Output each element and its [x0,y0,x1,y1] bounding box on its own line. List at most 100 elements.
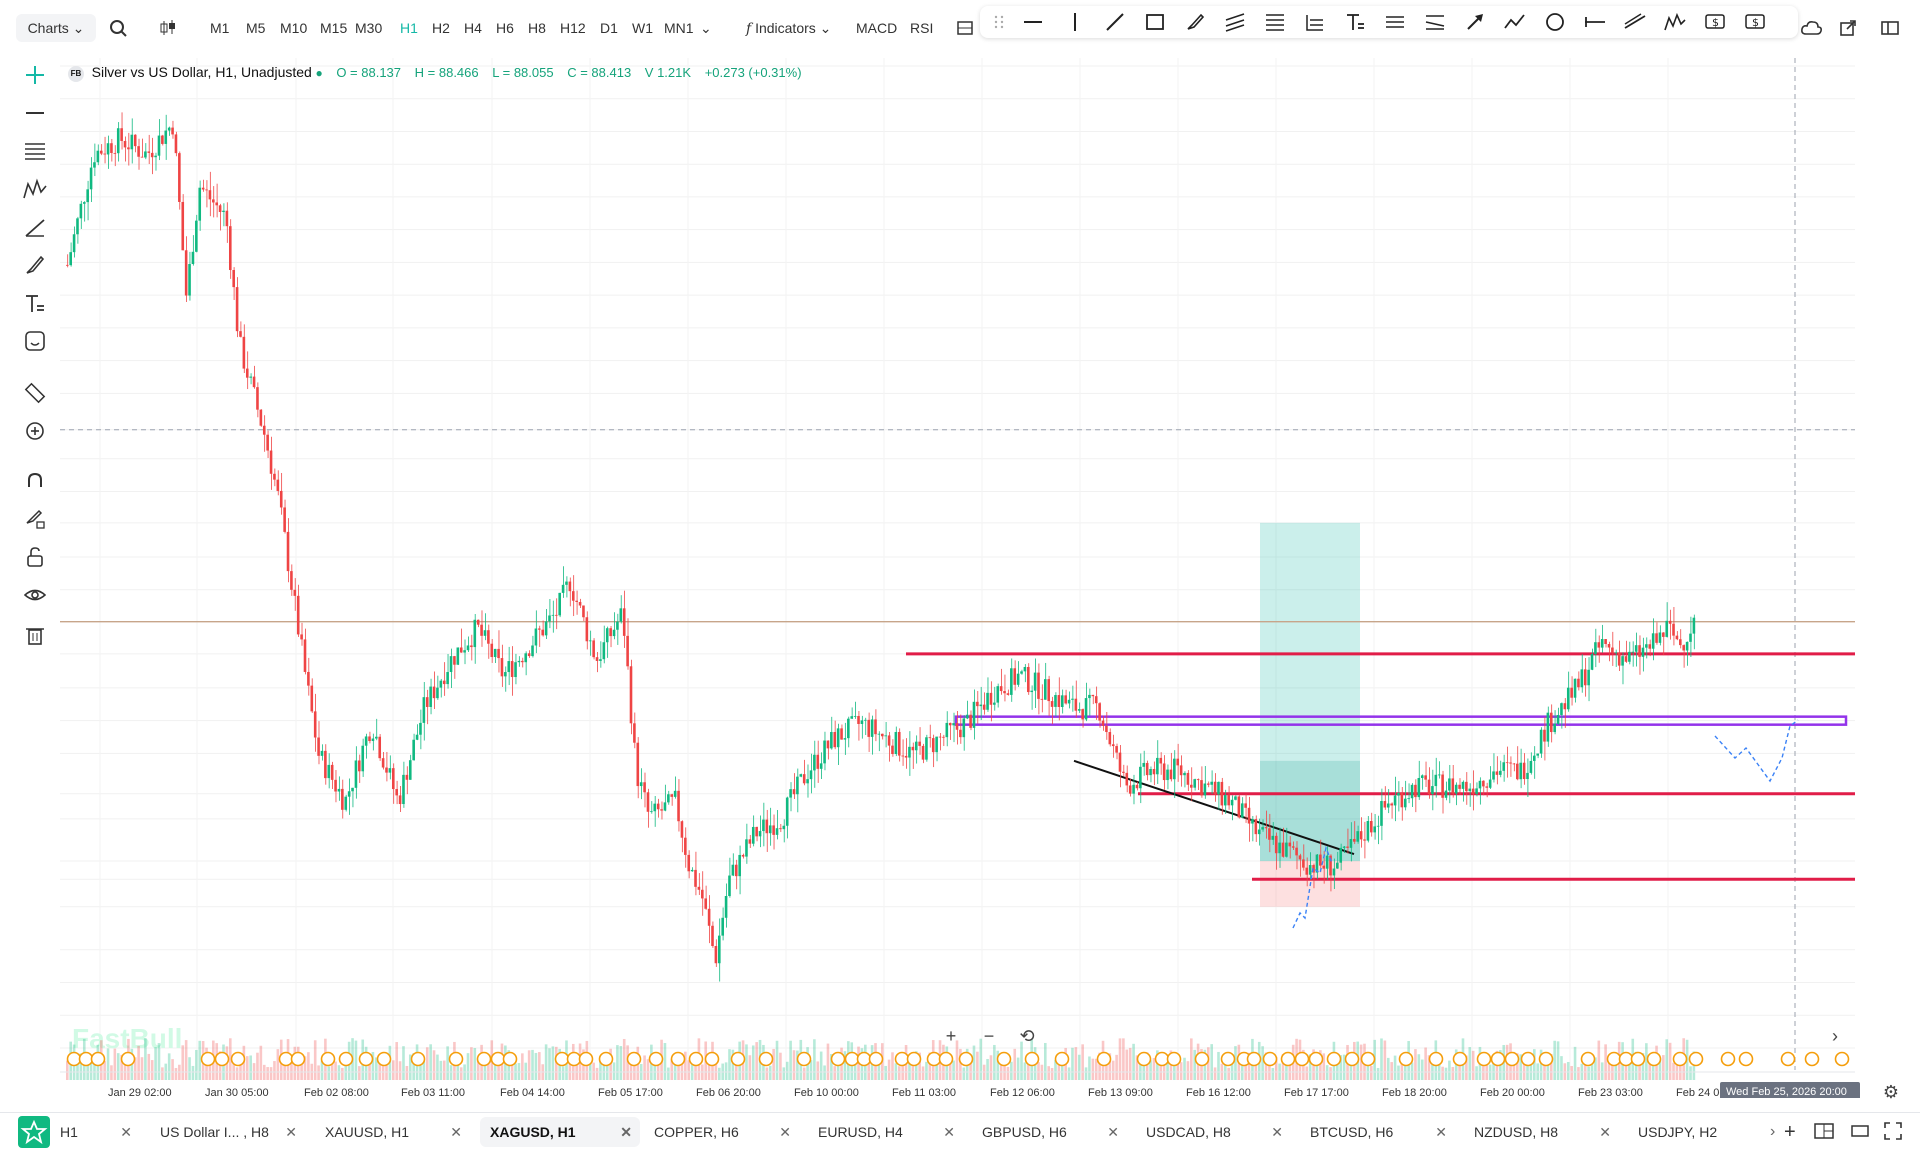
rectangle-tool-icon[interactable] [1138,6,1172,38]
timeframe-mn1[interactable]: MN1 [664,20,694,36]
timeframe-h4[interactable]: H4 [464,20,482,36]
polyline-tool-icon[interactable] [1498,6,1532,38]
chart-tab[interactable]: XAGUSD, H1 ✕ [480,1117,640,1147]
timeframe-d1[interactable]: D1 [600,20,618,36]
multi-chart-layout-icon[interactable] [1814,1123,1834,1144]
chart-settings-gear-icon[interactable]: ⚙ [1882,1082,1900,1102]
chart-zoom-out-button[interactable]: − [983,1026,995,1046]
circle-tool-icon[interactable] [1538,6,1572,38]
price-note-tool-icon[interactable]: $ [1698,6,1732,38]
minimize-window-icon[interactable] [1850,1123,1870,1144]
arrow-tool-icon[interactable] [1458,6,1492,38]
close-tab-icon[interactable]: ✕ [1599,1124,1611,1140]
price-label-tool-icon[interactable]: $ [1738,6,1772,38]
pitchfork-tool-icon[interactable] [1378,6,1412,38]
macd-button[interactable]: MACD [856,20,898,36]
chart-tab[interactable]: H1 ✕ [50,1117,140,1147]
chart-reset-icon[interactable]: ⟲ [1019,1026,1035,1046]
chart-tab[interactable]: NZDUSD, H8 ✕ [1464,1117,1619,1147]
favorites-star-icon[interactable] [18,1116,50,1148]
chart-tab[interactable]: EURUSD, H4 ✕ [808,1117,963,1147]
close-tab-icon[interactable]: ✕ [943,1124,955,1140]
horizontal-line-tool-icon[interactable] [1016,6,1050,38]
close-tab-icon[interactable]: ✕ [620,1124,632,1140]
sidebar-toggle-icon[interactable] [1880,14,1900,42]
timeframe-m1[interactable]: M1 [210,20,230,36]
close-tab-icon[interactable]: ✕ [779,1124,791,1140]
chart-tab[interactable]: BTCUSD, H6 ✕ [1300,1117,1455,1147]
tabs-scroll-right-icon[interactable]: › [1770,1123,1776,1140]
ruler-measure-icon[interactable] [18,378,52,408]
candlestick-type-icon[interactable] [158,14,178,42]
brush-tool-icon[interactable] [1178,6,1212,38]
search-icon[interactable] [108,14,128,42]
pattern-tool-icon[interactable] [18,174,52,204]
layout-icon[interactable] [956,14,974,42]
timeframe-m5[interactable]: M5 [246,20,266,36]
zoom-in-icon[interactable] [18,416,52,446]
chart-tab[interactable]: US Dollar I... , H8 ✕ [150,1117,305,1147]
candle-body [470,645,473,648]
timeframe-m15[interactable]: M15 [320,20,348,36]
chart-tab[interactable]: GBPUSD, H6 ✕ [972,1117,1127,1147]
fullscreen-icon[interactable] [1884,1122,1902,1145]
close-tab-icon[interactable]: ✕ [285,1124,297,1140]
timeframe-h12[interactable]: H12 [560,20,586,36]
volume-bar [544,1044,548,1080]
lock-drawings-brush-icon[interactable] [18,504,52,534]
fib-retracement-tool-icon[interactable] [1258,6,1292,38]
fib-extension-tool-icon[interactable] [1298,6,1332,38]
timeframe-more-chevron-icon[interactable]: ⌄ [700,20,712,36]
prediction-tool-icon[interactable] [18,212,52,242]
visibility-eye-icon[interactable] [18,580,52,610]
close-tab-icon[interactable]: ✕ [1435,1124,1447,1140]
close-tab-icon[interactable]: ✕ [120,1124,132,1140]
charts-dropdown[interactable]: Charts ⌄ [16,14,96,42]
cloud-sync-icon[interactable] [1800,14,1824,42]
indicators-button[interactable]: f Indicators ⌄ [746,20,832,37]
fib-tool-icon[interactable] [18,136,52,166]
extended-line-tool-icon[interactable] [1618,6,1652,38]
chart-tab[interactable]: COPPER, H6 ✕ [644,1117,799,1147]
trend-line-tool-icon[interactable] [1098,6,1132,38]
trash-icon[interactable] [18,620,52,650]
magnet-icon[interactable] [18,466,52,496]
close-tab-icon[interactable]: ✕ [1107,1124,1119,1140]
close-tab-icon[interactable]: ✕ [450,1124,462,1140]
timeframe-w1[interactable]: W1 [632,20,653,36]
time-axis-tick: Feb 13 09:00 [1088,1087,1153,1098]
close-tab-icon[interactable]: ✕ [1271,1124,1283,1140]
scroll-right-chevron-icon[interactable]: › [1832,1026,1838,1046]
line-tool-icon[interactable] [18,98,52,128]
parallel-channel-tool-icon[interactable] [1218,6,1252,38]
price-chart[interactable]: FastBull123.594121.521119.449117.376115.… [60,58,1860,1098]
drag-handle-icon[interactable] [982,6,1016,38]
share-icon[interactable] [1838,14,1858,42]
lock-open-icon[interactable] [18,542,52,572]
event-coin-icon [502,1051,518,1067]
chart-tab[interactable]: XAUUSD, H1 ✕ [315,1117,470,1147]
timeframe-m30[interactable]: M30 [355,20,383,36]
volume-bar [1210,1044,1213,1080]
timeframe-h6[interactable]: H6 [496,20,514,36]
rsi-button[interactable]: RSI [910,20,934,36]
text-tool-icon[interactable] [1338,6,1372,38]
add-tab-plus-icon[interactable]: + [1784,1121,1796,1143]
volume-bar [341,1067,344,1080]
gann-fan-tool-icon[interactable] [1418,6,1452,38]
timeframe-m10[interactable]: M10 [280,20,308,36]
brush-icon[interactable] [18,250,52,280]
crosshair-plus-icon[interactable] [18,60,52,90]
chart-tab[interactable]: USDCAD, H8 ✕ [1136,1117,1291,1147]
timeframe-h8[interactable]: H8 [528,20,546,36]
timeframe-h2[interactable]: H2 [432,20,450,36]
ray-tool-icon[interactable] [1578,6,1612,38]
elliott-wave-tool-icon[interactable] [1658,6,1692,38]
timeframe-h1[interactable]: H1 [400,20,418,36]
legend-symbol[interactable]: Silver vs US Dollar, H1, Unadjusted [91,64,312,80]
text-icon[interactable] [18,288,52,318]
chart-zoom-in-button[interactable]: + [945,1026,957,1046]
chart-tab[interactable]: USDJPY, H2 [1628,1117,1778,1147]
emoji-sticker-icon[interactable] [18,326,52,356]
vertical-line-tool-icon[interactable] [1058,6,1092,38]
